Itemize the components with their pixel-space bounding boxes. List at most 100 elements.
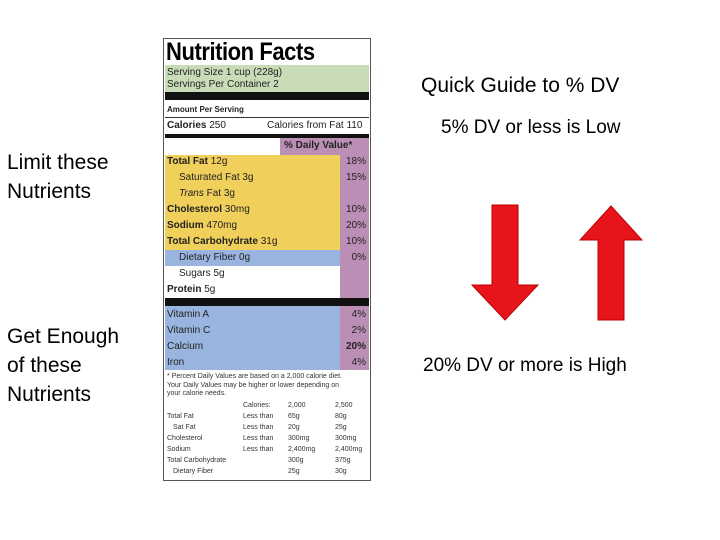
table-cell: 25g [335, 424, 347, 431]
calories-row: Calories 250 [167, 120, 226, 132]
serving-band [165, 65, 369, 92]
amount-per-serving: Amount Per Serving [167, 105, 244, 114]
nutrient-row: Total Carbohydrate 31g [167, 236, 277, 248]
table-header: Calories: [243, 402, 271, 409]
table-header: 2,500 [335, 402, 353, 409]
table-cell: Dietary Fiber [173, 468, 214, 475]
nutrient-row: Trans Fat 3g [179, 188, 235, 200]
limit-label: Limit these Nutrients [7, 148, 109, 206]
guide-high: 20% DV or more is High [423, 355, 627, 376]
enough-line: Nutrients [7, 383, 92, 406]
label-box [163, 38, 371, 481]
table-cell: 2,400mg [288, 446, 316, 453]
nutrient-row: Sugars 5g [179, 268, 225, 280]
rule [165, 298, 369, 306]
table-cell: 25g [288, 468, 300, 475]
table-cell: Less than [243, 424, 274, 431]
vitamin-dv: 4% [351, 357, 366, 368]
table-cell: 375g [335, 457, 351, 464]
nutrient-name: Total Carbohydrate [167, 236, 258, 247]
footnote: * Percent Daily Values are based on a 2,… [167, 373, 342, 399]
table-cell: Less than [243, 446, 274, 453]
nutrient-row: Cholesterol 30mg [167, 204, 250, 216]
table-cell: 20g [288, 424, 300, 431]
table-cell: 300mg [335, 435, 357, 442]
nutrient-name: Dietary Fiber [179, 252, 237, 263]
nutrient-name: Trans [179, 188, 204, 199]
nutrient-dv: 10% [345, 236, 366, 247]
nutrient-dv: 15% [345, 172, 366, 183]
limit-line: Nutrients [7, 180, 92, 203]
table-cell: Total Carbohydrate [167, 457, 227, 464]
table-cell: Less than [243, 435, 274, 442]
dv-column [340, 155, 369, 298]
nutrient-dv: 10% [345, 204, 366, 215]
arrows [470, 204, 644, 321]
rule [165, 92, 369, 100]
serving-size: Serving Size 1 cup (228g) [167, 67, 283, 78]
nutrient-amount: 5g [213, 268, 225, 279]
fiber-band [165, 250, 340, 266]
table-cell: 300mg [288, 435, 310, 442]
vitamin-name: Iron [167, 357, 185, 368]
nutrient-row: Saturated Fat 3g [179, 172, 254, 184]
calories-label: Calories [167, 120, 207, 131]
rule [165, 117, 369, 118]
nutrient-dv: 20% [345, 220, 366, 231]
vitamin-dv: 4% [351, 309, 366, 320]
table-cell: Sat Fat [173, 424, 196, 431]
nutrient-amount: 3g [242, 172, 254, 183]
dv-header: % Daily Value* [284, 140, 353, 151]
nutrient-amount: 30mg [224, 204, 250, 215]
servings: Servings Per Container 2 [167, 79, 279, 90]
footnote-line: * Percent Daily Values are based on a 2,… [167, 373, 342, 380]
guide-low: 5% DV or less is Low [441, 117, 621, 138]
nutrient-name: Fat [206, 188, 222, 199]
enough-label: Get Enough of these Nutrients [7, 322, 119, 409]
table-cell: Cholesterol [167, 435, 203, 442]
rule [165, 134, 369, 138]
table-cell: Total Fat [167, 413, 194, 420]
calories-value: 250 [209, 120, 226, 131]
nutrient-name: Sugars [179, 268, 211, 279]
nutrient-name: Protein [167, 284, 202, 295]
nutrient-dv: 0% [351, 252, 366, 263]
vitamin-name: Vitamin A [167, 309, 210, 320]
nutrient-dv: 18% [345, 156, 366, 167]
table-cell: 80g [335, 413, 347, 420]
nutrient-amount: 0g [239, 252, 251, 263]
guide-title: Quick Guide to % DV [421, 74, 620, 97]
vitamin-dv: 2% [351, 325, 366, 336]
nutrient-row: Protein 5g [167, 284, 215, 296]
table-header: 2,000 [288, 402, 306, 409]
nutrient-row: Total Fat 12g [167, 156, 227, 168]
limit-line: Limit these [7, 151, 109, 174]
nutrient-amount: 470mg [206, 220, 238, 231]
nutrient-name: Cholesterol [167, 204, 223, 215]
nutrient-amount: 5g [204, 284, 216, 295]
table-cell: 2,400mg [335, 446, 363, 453]
nutrient-amount: 12g [210, 156, 228, 167]
nutrient-amount: 31g [260, 236, 278, 247]
nutrient-row: Dietary Fiber 0g [179, 252, 250, 264]
footnote-line: Your Daily Values may be higher or lower… [167, 381, 339, 389]
down-arrow [470, 204, 540, 321]
table-cell: 65g [288, 413, 300, 420]
vitamin-dv: 20% [345, 341, 366, 352]
nutrient-name: Total Fat [167, 156, 208, 167]
calories-from-fat: Calories from Fat 110 [267, 120, 363, 131]
nutrient-amount: 3g [223, 188, 235, 199]
enough-line: of these [7, 354, 82, 377]
vitamin-name: Vitamin C [167, 325, 211, 336]
up-arrow [578, 205, 644, 321]
dv-band [280, 138, 369, 155]
dv-column [340, 306, 369, 370]
nutrient-name: Saturated Fat [179, 172, 240, 183]
nutrient-row: Sodium 470mg [167, 220, 237, 232]
enough-band [165, 306, 340, 370]
vitamin-name: Calcium [167, 341, 204, 352]
limit-band [165, 155, 340, 250]
label-title: Nutrition Facts [166, 38, 315, 66]
table-cell: Less than [243, 413, 274, 420]
